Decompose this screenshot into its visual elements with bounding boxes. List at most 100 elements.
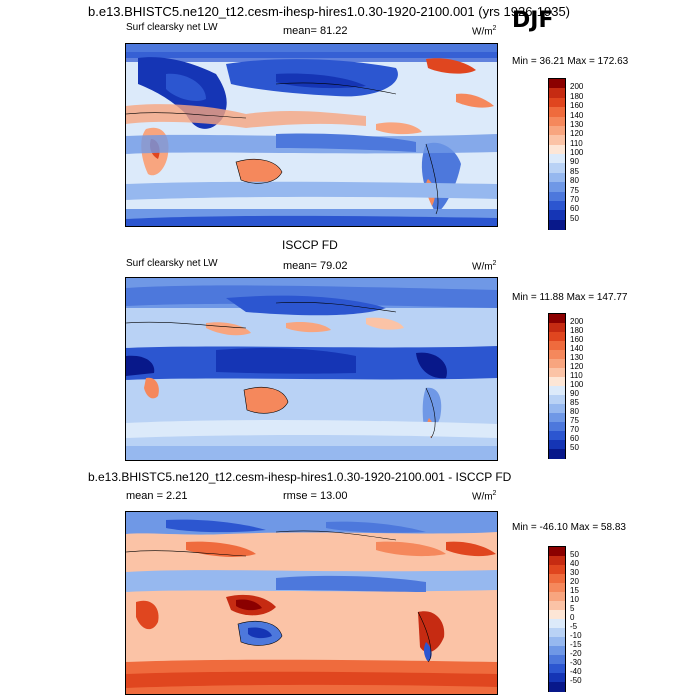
- colorbar-swatch: [549, 200, 565, 211]
- colorbar-tick-label: 160: [570, 101, 584, 111]
- colorbar-tick-label: 30: [570, 568, 579, 577]
- colorbar-swatch: [549, 210, 565, 221]
- colorbar-tick-label: 130: [570, 119, 584, 129]
- colorbar-swatch: [549, 323, 565, 333]
- colorbar-swatch: [549, 97, 565, 108]
- panel3-map: [125, 511, 498, 695]
- panel2-mean: mean= 79.02: [283, 260, 348, 272]
- colorbar-swatch: [549, 314, 565, 324]
- colorbar-tick-label: 120: [570, 362, 584, 371]
- colorbar-swatch: [549, 368, 565, 378]
- colorbar-tick-label: 110: [570, 371, 583, 380]
- colorbar-swatch: [549, 449, 565, 459]
- colorbar-tick-label: 80: [570, 407, 579, 416]
- colorbar-tick-label: 90: [570, 389, 579, 398]
- colorbar-swatch: [549, 135, 565, 146]
- figure-title: b.e13.BHISTC5.ne120_t12.cesm-ihesp-hires…: [88, 4, 571, 19]
- season-label: DJF: [512, 8, 554, 33]
- colorbar-tick-label: 100: [570, 380, 584, 389]
- colorbar-swatch: [549, 163, 565, 174]
- colorbar-tick-label: 50: [570, 443, 579, 452]
- colorbar-tick-label: 130: [570, 353, 584, 362]
- panel3-title: b.e13.BHISTC5.ne120_t12.cesm-ihesp-hires…: [88, 470, 512, 484]
- colorbar-tick-label: 70: [570, 425, 579, 434]
- colorbar-swatch: [549, 341, 565, 351]
- colorbar-tick-label: 80: [570, 176, 579, 186]
- colorbar-swatch: [549, 88, 565, 99]
- colorbar-tick-label: 40: [570, 559, 579, 568]
- colorbar-swatch: [549, 107, 565, 117]
- colorbar-tick-label: 140: [570, 344, 584, 353]
- panel3-minmax: Min = -46.10 Max = 58.83: [512, 522, 626, 533]
- colorbar-tick-label: -50: [570, 676, 582, 685]
- colorbar-swatch: [549, 637, 565, 647]
- colorbar-swatch: [549, 377, 565, 387]
- colorbar-swatch: [549, 172, 565, 183]
- colorbar-tick-label: -30: [570, 658, 582, 667]
- colorbar-tick-label: 180: [570, 91, 584, 101]
- colorbar-tick-label: 75: [570, 416, 579, 425]
- colorbar-swatch: [549, 592, 565, 602]
- colorbar-swatch: [549, 332, 565, 342]
- colorbar-swatch: [549, 154, 565, 164]
- panel1-colorbar: [548, 78, 566, 230]
- panel1-units: W/m2: [472, 25, 497, 38]
- panel1-variable-label: Surf clearsky net LW: [126, 22, 218, 33]
- colorbar-tick-label: 20: [570, 577, 579, 586]
- colorbar-tick-label: -10: [570, 631, 582, 640]
- colorbar-swatch: [549, 655, 565, 665]
- colorbar-swatch: [549, 116, 565, 127]
- colorbar-tick-label: 10: [570, 595, 579, 604]
- colorbar-swatch: [549, 673, 565, 683]
- colorbar-swatch: [549, 440, 565, 450]
- colorbar-tick-label: 110: [570, 138, 583, 148]
- colorbar-swatch: [549, 386, 565, 396]
- colorbar-tick-label: 60: [570, 204, 579, 214]
- panel3-rmse: rmse = 13.00: [283, 490, 348, 502]
- colorbar-tick-label: 70: [570, 194, 579, 204]
- colorbar-swatch: [549, 646, 565, 656]
- colorbar-tick-label: 85: [570, 166, 579, 176]
- colorbar-swatch: [549, 565, 565, 575]
- colorbar-tick-label: 90: [570, 157, 579, 167]
- panel1-mean: mean= 81.22: [283, 25, 348, 37]
- colorbar-swatch: [549, 144, 565, 155]
- panel1-map: [125, 43, 498, 227]
- panel3-colorbar: [548, 546, 566, 692]
- colorbar-tick-label: 15: [570, 586, 579, 595]
- colorbar-swatch: [549, 125, 565, 136]
- panel2-map: [125, 277, 498, 461]
- colorbar-tick-label: 60: [570, 434, 579, 443]
- colorbar-swatch: [549, 556, 565, 566]
- panel1-minmax: Min = 36.21 Max = 172.63: [512, 56, 629, 67]
- panel2-units: W/m2: [472, 260, 497, 273]
- colorbar-swatch: [549, 359, 565, 369]
- colorbar-tick-label: 140: [570, 110, 584, 120]
- colorbar-swatch: [549, 79, 565, 89]
- colorbar-swatch: [549, 664, 565, 674]
- colorbar-swatch: [549, 547, 565, 557]
- colorbar-tick-label: 200: [570, 82, 584, 92]
- colorbar-tick-label: 85: [570, 398, 579, 407]
- colorbar-swatch: [549, 610, 565, 620]
- colorbar-swatch: [549, 619, 565, 629]
- colorbar-swatch: [549, 422, 565, 432]
- colorbar-tick-label: 120: [570, 129, 584, 139]
- colorbar-swatch: [549, 404, 565, 414]
- colorbar-swatch: [549, 182, 565, 192]
- panel2-title: ISCCP FD: [282, 238, 338, 252]
- panel3-units: W/m2: [472, 490, 497, 503]
- colorbar-tick-label: -40: [570, 667, 582, 676]
- colorbar-tick-label: 200: [570, 317, 584, 326]
- colorbar-tick-label: -15: [570, 640, 582, 649]
- panel2-minmax: Min = 11.88 Max = 147.77: [512, 292, 628, 303]
- colorbar-swatch: [549, 431, 565, 441]
- colorbar-tick-label: 5: [570, 604, 575, 613]
- colorbar-swatch: [549, 583, 565, 593]
- colorbar-swatch: [549, 574, 565, 584]
- colorbar-tick-label: -5: [570, 622, 578, 631]
- colorbar-tick-label: -20: [570, 649, 582, 658]
- colorbar-tick-label: 100: [570, 148, 584, 157]
- panel3-mean: mean = 2.21: [126, 490, 188, 502]
- colorbar-swatch: [549, 682, 565, 692]
